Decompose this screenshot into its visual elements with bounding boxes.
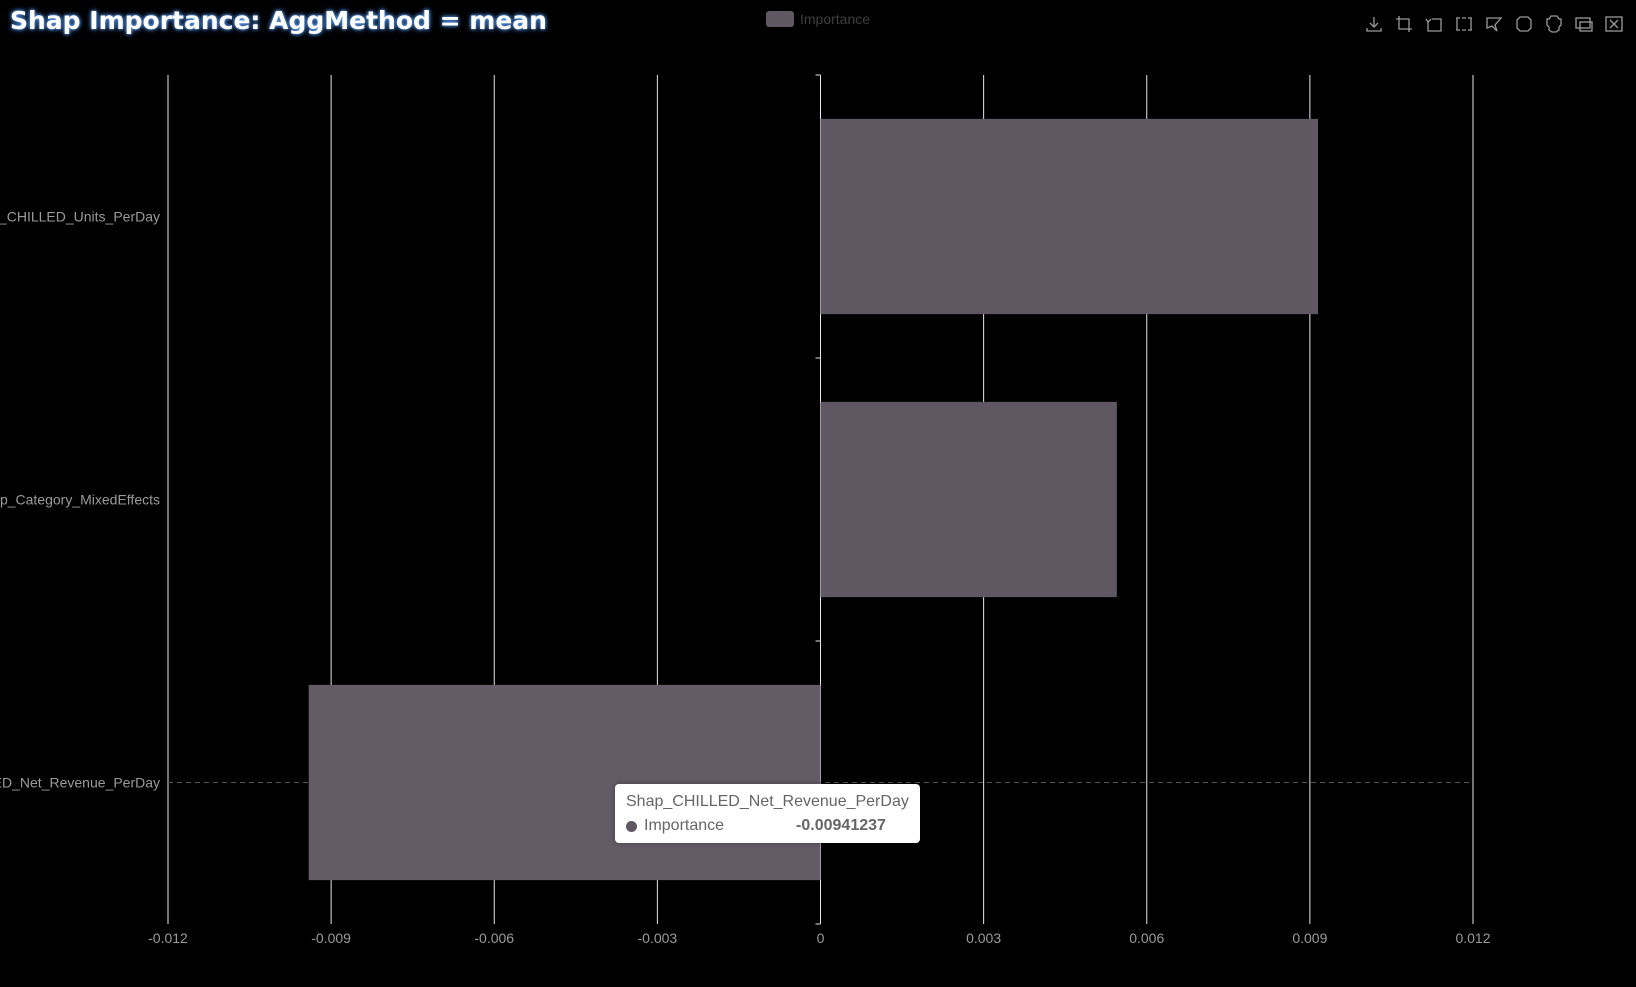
x-tick-label: -0.012 xyxy=(148,930,188,946)
x-tick-label: -0.009 xyxy=(311,930,351,946)
x-tick-label: -0.006 xyxy=(474,930,514,946)
tooltip-value: -0.00941237 xyxy=(796,817,886,834)
x-tick-label: 0 xyxy=(817,930,825,946)
x-tick-label: 0.012 xyxy=(1455,930,1490,946)
x-tick-label: 0.003 xyxy=(966,930,1001,946)
clear-select-icon[interactable] xyxy=(1544,14,1564,34)
keep-select-icon[interactable] xyxy=(1514,14,1534,34)
tooltip-marker xyxy=(626,820,637,832)
tooltip-series-name: Importance xyxy=(644,817,725,834)
y-category-label: Shap_CHILLED_Net_Revenue_PerDay xyxy=(0,775,160,791)
x-tick-label: 0.009 xyxy=(1292,930,1327,946)
bar-shap-chilled-units-perday[interactable] xyxy=(820,118,1319,315)
chart-title: Shap Importance: AggMethod = mean xyxy=(10,6,547,35)
bar-shap-chilled-net-revenue-perday[interactable] xyxy=(308,684,821,881)
tooltip: Shap_CHILLED_Net_Revenue_PerDay Importan… xyxy=(615,784,920,843)
bar-shap-category-mixedeffects[interactable] xyxy=(820,401,1117,598)
lasso-select-icon[interactable] xyxy=(1484,14,1504,34)
download-icon[interactable] xyxy=(1364,14,1384,34)
y-category-label: Shap_CHILLED_Units_PerDay xyxy=(0,209,160,225)
legend-swatch xyxy=(766,11,794,27)
legend-label: Importance xyxy=(800,11,871,27)
tooltip-title: Shap_CHILLED_Net_Revenue_PerDay xyxy=(626,793,909,810)
x-tick-label: 0.006 xyxy=(1129,930,1164,946)
legend-item-importance[interactable]: Importance xyxy=(766,11,870,27)
y-category-label: Shap_Category_MixedEffects xyxy=(0,492,160,508)
rect-select-icon[interactable] xyxy=(1454,14,1474,34)
zoom-reset-icon[interactable] xyxy=(1424,14,1444,34)
x-tick-label: -0.003 xyxy=(638,930,678,946)
toolbox xyxy=(1364,14,1624,34)
close-icon[interactable] xyxy=(1604,14,1624,34)
data-view-icon[interactable] xyxy=(1574,14,1594,34)
zoom-icon[interactable] xyxy=(1394,14,1414,34)
